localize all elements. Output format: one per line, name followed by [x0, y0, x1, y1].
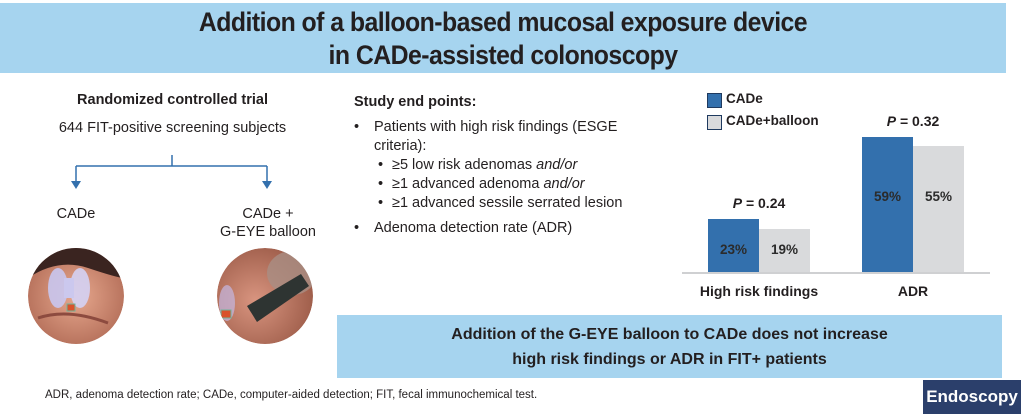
bar-cade-high-risk-findings [708, 219, 759, 272]
criterion-connector: and/or [536, 157, 578, 173]
legend-label-cade: CADe [726, 91, 763, 106]
criterion-text: ≥1 advanced adenoma [392, 176, 544, 192]
category-label: ADR [897, 283, 929, 299]
endpoint-text: Patients with high risk findings (ESGE c… [374, 119, 618, 154]
endpoints-title: Study end points: [354, 94, 477, 110]
conclusion-line-1: Addition of the G-EYE balloon to CADe do… [451, 326, 888, 343]
endpoint-text: Adenoma detection rate (ADR) [374, 220, 573, 236]
bar-cade-balloon-high-risk-findings [759, 228, 810, 272]
bar-cade-adr [862, 137, 913, 272]
journal-logo: Endoscopy [923, 380, 1021, 414]
criterion-text: ≥1 advanced sessile serrated lesion [392, 195, 623, 211]
bar-value-label: 19% [770, 242, 799, 257]
arm-label-line-1: CADe + [242, 206, 294, 222]
bullet: • [378, 176, 384, 192]
bar-value-label: 59% [873, 189, 902, 204]
endpoint-high-risk: • Patients with high risk findings (ESGE… [354, 118, 654, 156]
arrow-down-icon [71, 181, 81, 189]
legend-swatch-cade-balloon [707, 115, 722, 130]
bar-chart: CADe CADe+balloon 23% 19% P = 0.24 High ris… [680, 84, 1026, 304]
trial-subjects: 644 FIT-positive screening subjects [58, 120, 287, 136]
bullet: • [354, 119, 360, 135]
criterion-connector: and/or [543, 176, 585, 192]
criterion-item: • ≥1 advanced adenoma and/or [354, 175, 654, 194]
bullet: • [378, 157, 384, 173]
arm-label-line-2: G-EYE balloon [220, 224, 316, 240]
bar-value-label: 23% [719, 242, 748, 257]
legend-swatch-cade [707, 93, 722, 108]
p-value-label: P = 0.24 [704, 195, 814, 211]
criterion-text: ≥5 low risk adenomas [392, 157, 537, 173]
bar-value-label: 55% [924, 189, 953, 204]
randomization-flow-arrows [71, 155, 272, 189]
arrow-down-icon [262, 181, 272, 189]
p-value-label: P = 0.32 [858, 113, 968, 129]
bullet: • [378, 195, 384, 211]
title-line-1: Addition of a balloon-based mucosal expo… [198, 7, 808, 37]
endpoints-list: • Patients with high risk findings (ESGE… [354, 118, 654, 238]
arm-label-cade-balloon: CADe + G-EYE balloon [213, 205, 323, 241]
bar-cade-balloon-adr [913, 146, 964, 272]
title-banner: Addition of a balloon-based mucosal expo… [0, 3, 1006, 73]
x-axis-line [682, 272, 990, 274]
p-value-text: = 0.24 [742, 195, 786, 212]
p-symbol: P [886, 113, 897, 129]
cade-endoscopic-image [28, 248, 124, 344]
bullet: • [354, 220, 360, 236]
legend-label-cade-balloon: CADe+balloon [726, 113, 819, 128]
arm-label-cade: CADe [48, 205, 104, 223]
title-line-2: in CADe-assisted colonoscopy [328, 40, 679, 70]
p-symbol: P [732, 195, 743, 212]
conclusion-box: Addition of the G-EYE balloon to CADe do… [337, 315, 1002, 378]
p-value-text: = 0.32 [896, 113, 940, 129]
arm-label-text: CADe [56, 206, 96, 222]
footnote: ADR, adenoma detection rate; CADe, compu… [45, 389, 538, 401]
category-label: High risk findings [699, 283, 819, 299]
conclusion-line-2: high risk findings or ADR in FIT+ patien… [512, 351, 827, 368]
criterion-item: • ≥5 low risk adenomas and/or [354, 156, 654, 175]
g-eye-balloon-endoscopic-image [217, 248, 313, 344]
trial-title: Randomized controlled trial [77, 92, 268, 108]
endpoint-adr: • Adenoma detection rate (ADR) [354, 219, 654, 238]
criterion-item: • ≥1 advanced sessile serrated lesion [354, 194, 654, 213]
